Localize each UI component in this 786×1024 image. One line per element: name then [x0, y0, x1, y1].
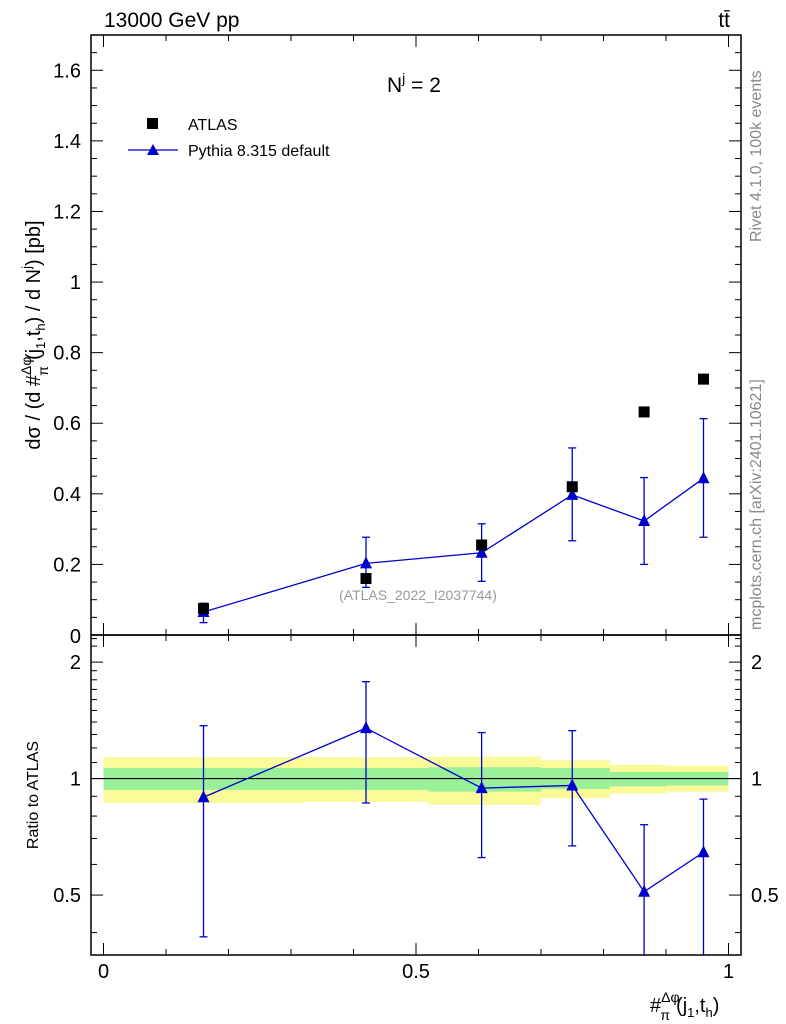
- legend-atlas-label: ATLAS: [188, 117, 238, 134]
- ratio-pythia-point: [638, 884, 651, 897]
- main-ytick-label: 1.4: [53, 131, 81, 153]
- main-ytick-label: 1.6: [53, 60, 81, 82]
- rivet-version-label: Rivet 4.1.0, 100k events: [748, 70, 765, 242]
- main-ytick-label: 0.4: [53, 484, 81, 506]
- ratio-pythia-point: [360, 721, 372, 734]
- energy-label: 13000 GeV pp: [104, 9, 239, 32]
- ratio-uncertainty-bands: [91, 756, 741, 805]
- ratio-panel: 0.5 0.5 1 1 2 2 0 0.5 1 Ratio to ATLAS: [25, 634, 779, 983]
- mcplots-label: mcplots.cern.ch [arXiv:2401.10621]: [748, 379, 765, 630]
- main-panel: (ATLAS_2022_I2037744) 0.2 0.4 0.6 0.8 1 1.2 1.…: [18, 34, 742, 648]
- pythia-line: [203, 477, 704, 613]
- pythia-point: [697, 471, 710, 484]
- ratio-ytick-label-left: 2: [70, 652, 81, 674]
- ratio-ytick-label-left: 1: [70, 769, 81, 791]
- analysis-watermark: (ATLAS_2022_I2037744): [339, 587, 497, 603]
- ratio-frame: [90, 634, 742, 956]
- atlas-point: [198, 603, 209, 615]
- ratio-pythia-point: [475, 781, 488, 794]
- ratio-axis-ticks: 0.5 0.5 1 1 2 2 0 0.5 1: [53, 635, 779, 983]
- ratio-pythia-line: [203, 727, 704, 893]
- svg-text:dσ / (d #Δφπ(j1,th) / d Nj) [p: dσ / (d #Δφπ(j1,th) / d Nj) [pb]: [18, 220, 51, 449]
- ratio-pythia-point: [697, 845, 710, 858]
- ratio-ytick-label-right: 2: [751, 652, 762, 674]
- atlas-point: [566, 481, 578, 493]
- ratio-ytick-label-right: 1: [751, 769, 762, 791]
- ratio-pythia-point: [197, 790, 210, 803]
- ratio-ylabel: Ratio to ATLAS: [25, 741, 42, 849]
- atlas-point: [698, 373, 709, 385]
- pythia-point: [360, 556, 372, 569]
- ratio-ytick-label-right: 0.5: [751, 885, 779, 907]
- pythia-point: [638, 514, 651, 526]
- ratio-series: [197, 681, 710, 955]
- main-ytick-label: 0.8: [53, 343, 81, 365]
- process-label: tt̄: [718, 9, 730, 32]
- atlas-point: [638, 406, 650, 418]
- main-ytick-label: 0.2: [53, 554, 81, 576]
- x-tick-label: 1: [723, 961, 734, 983]
- svg-text:#Δφπ(j1,th): #Δφ π (j1,th): [650, 989, 719, 1023]
- legend-pythia-marker: [147, 144, 159, 155]
- legend: ATLAS Pythia 8.315 default: [128, 117, 330, 160]
- main-ytick-label: 1.2: [53, 201, 81, 223]
- x-tick-label: 0: [98, 961, 109, 983]
- njet-annotation: Nj = 2: [387, 70, 441, 97]
- ratio-ytick-label-left: 0.5: [53, 885, 81, 907]
- atlas-point: [476, 539, 488, 551]
- main-ytick-label: 1: [70, 272, 81, 294]
- legend-pythia-label: Pythia 8.315 default: [188, 143, 330, 160]
- atlas-point: [360, 573, 372, 585]
- x-axis-label: #Δφ π (j1,th): [650, 989, 719, 1023]
- pythia-point: [566, 487, 579, 500]
- main-ylabel: dσ / (d #Δφπ(j1,th) / d Nj) [pb]: [18, 220, 51, 449]
- ratio-pythia-point: [566, 778, 579, 791]
- main-ytick-label-zero: 0: [70, 626, 81, 648]
- main-series: [197, 373, 710, 624]
- pythia-point: [475, 545, 488, 558]
- x-tick-label: 0.5: [402, 961, 430, 983]
- legend-atlas-marker: [147, 118, 158, 129]
- main-axis-ticks: 0.2 0.4 0.6 0.8 1 1.2 1.4 1.6 0: [53, 34, 741, 648]
- main-ytick-label: 0.6: [53, 413, 81, 435]
